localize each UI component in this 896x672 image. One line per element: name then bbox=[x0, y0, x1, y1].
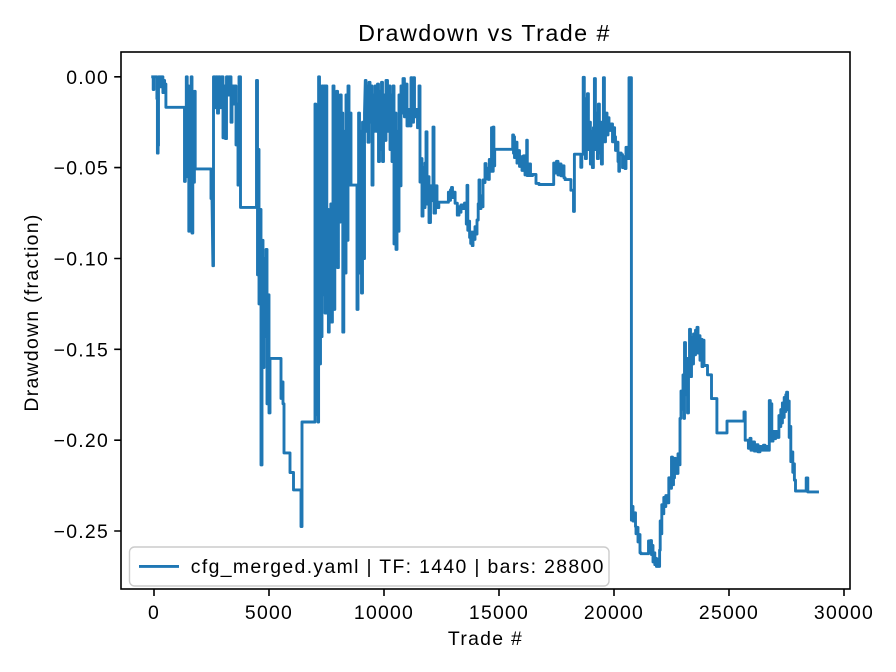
svg-text:−0.10: −0.10 bbox=[54, 249, 109, 271]
svg-text:−0.20: −0.20 bbox=[54, 430, 109, 452]
svg-text:15000: 15000 bbox=[469, 602, 529, 624]
svg-text:10000: 10000 bbox=[354, 602, 414, 624]
svg-text:20000: 20000 bbox=[584, 602, 644, 624]
svg-text:25000: 25000 bbox=[699, 602, 759, 624]
svg-text:30000: 30000 bbox=[814, 602, 874, 624]
svg-text:Drawdown (fraction): Drawdown (fraction) bbox=[21, 213, 43, 411]
svg-text:0.00: 0.00 bbox=[66, 67, 109, 89]
svg-text:0: 0 bbox=[148, 602, 160, 624]
svg-text:−0.25: −0.25 bbox=[54, 521, 109, 543]
svg-text:Trade #: Trade # bbox=[448, 628, 523, 650]
svg-text:−0.15: −0.15 bbox=[54, 339, 109, 361]
svg-text:cfg_merged.yaml | TF: 1440 | b: cfg_merged.yaml | TF: 1440 | bars: 28800 bbox=[191, 556, 605, 578]
svg-text:Drawdown vs Trade #: Drawdown vs Trade # bbox=[358, 20, 611, 46]
svg-text:5000: 5000 bbox=[245, 602, 293, 624]
svg-text:−0.05: −0.05 bbox=[54, 158, 109, 180]
